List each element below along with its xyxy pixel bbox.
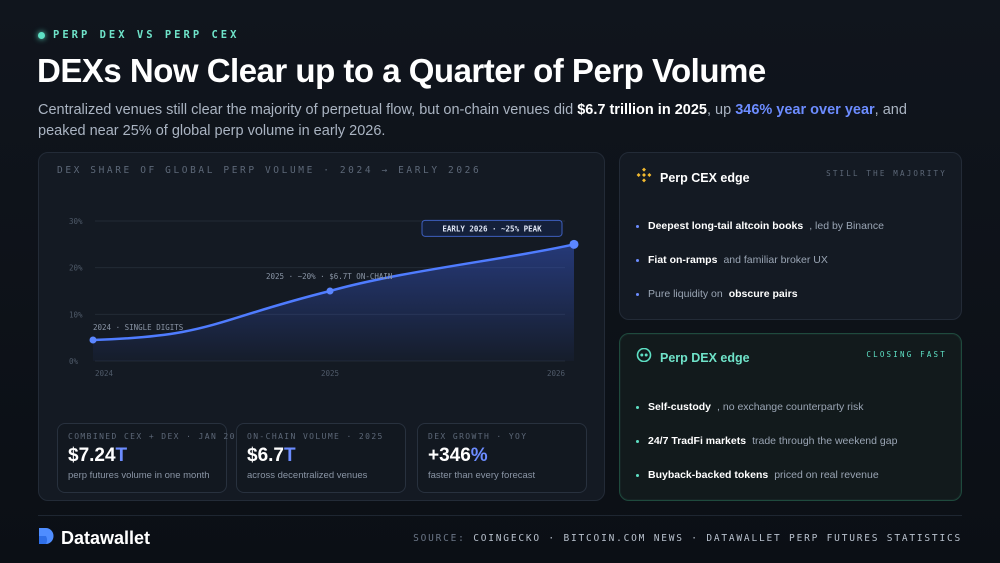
datawallet-logo-icon (38, 527, 54, 550)
page-subtitle: Centralized venues still clear the major… (38, 100, 918, 142)
stat-label: DEX GROWTH · YOY (428, 432, 528, 441)
stat-label: ON-CHAIN VOLUME · 2025 (247, 432, 384, 441)
eyebrow-dot-icon (38, 31, 45, 39)
bullet-list: Self-custody , no exchange counterparty … (636, 390, 956, 492)
subtitle-part-e: , and peaked near 25% of global perp vol… (38, 102, 907, 139)
peak-callout-label: EARLY 2026 · ~25% PEAK (442, 224, 542, 233)
stat-value: $6.7T (247, 445, 296, 466)
stat-caption: faster than every forecast (428, 470, 536, 481)
page-title: DEXs Now Clear up to a Quarter of Perp V… (37, 52, 766, 89)
y-tick-label: 0% (69, 357, 79, 366)
dex-edge-card: Perp DEX edge CLOSING FAST Self-custody … (619, 333, 962, 501)
list-item: Deepest long-tail altcoin books , led by… (636, 209, 956, 243)
subtitle-part-a: Centralized venues still clear the major… (38, 102, 578, 118)
binance-icon (636, 167, 652, 188)
data-point (89, 336, 97, 344)
stat-card-combined: COMBINED CEX + DEX · JAN 2026 $7.24T per… (57, 423, 249, 493)
bullet-dot-icon (636, 439, 639, 443)
subtitle-highlight-growth: 346% year over year (735, 102, 875, 118)
card-tag: CLOSING FAST (866, 350, 947, 359)
list-item: Buyback-backed tokens priced on real rev… (636, 458, 956, 492)
stat-caption: perp futures volume in one month (68, 470, 210, 481)
data-point (569, 239, 579, 249)
subtitle-part-c: , up (706, 102, 736, 118)
y-tick-label: 10% (69, 310, 83, 319)
list-item: Pure liquidity on obscure pairs (636, 277, 956, 311)
chart-title: DEX SHARE OF GLOBAL PERP VOLUME · 2024 →… (57, 165, 482, 176)
chart-area-fill (93, 244, 574, 361)
eyebrow: PERP DEX VS PERP CEX (38, 29, 239, 41)
stat-card-growth: DEX GROWTH · YOY +346% faster than every… (417, 423, 587, 493)
card-title: Perp CEX edge (660, 170, 750, 185)
list-item: 24/7 TradFi markets trade through the we… (636, 424, 956, 458)
peak-callout-box (421, 219, 563, 237)
bullet-dot-icon (636, 405, 639, 409)
card-tag: STILL THE MAJORITY (826, 169, 947, 178)
stat-value: $7.24T (68, 445, 128, 466)
card-title: Perp DEX edge (660, 350, 750, 365)
x-tick-label: 2026 (547, 369, 566, 378)
brand-name: Datawallet (61, 528, 151, 548)
footer-divider (38, 515, 962, 516)
x-tick-label: 2025 (321, 369, 339, 378)
bullet-dot-icon (636, 473, 639, 477)
list-item: Fiat on-ramps and familiar broker UX (636, 243, 956, 277)
y-tick-label: 20% (69, 264, 83, 273)
share-chart: 0% 10% 20% 30% 2024 2025 2026 2024 · SINGLE DI… (69, 217, 579, 378)
bullet-list: Deepest long-tail altcoin books , led by… (636, 209, 956, 311)
list-item: Self-custody , no exchange counterparty … (636, 390, 956, 424)
data-label: 2024 · SINGLE DIGITS (93, 323, 184, 332)
stat-value: +346% (428, 445, 488, 466)
stat-label: COMBINED CEX + DEX · JAN 2026 (68, 432, 249, 441)
bullet-dot-icon (636, 258, 639, 262)
card-header: Perp CEX edge (636, 167, 750, 188)
bullet-dot-icon (636, 224, 639, 228)
y-tick-label: 30% (69, 217, 83, 226)
cex-edge-card: Perp CEX edge STILL THE MAJORITY Deepest… (619, 152, 962, 320)
bullet-dot-icon (636, 292, 639, 296)
card-header: Perp DEX edge (636, 347, 750, 367)
subtitle-highlight-volume: $6.7 trillion in 2025 (577, 102, 707, 118)
x-tick-label: 2024 (95, 369, 114, 378)
chart-card: DEX SHARE OF GLOBAL PERP VOLUME · 2024 →… (38, 152, 605, 501)
source-credits: SOURCE: COINGECKO · BITCOIN.COM NEWS · D… (413, 533, 962, 544)
data-label: 2025 · ~20% · $6.7T ON-CHAIN (266, 272, 392, 281)
eyebrow-text: PERP DEX VS PERP CEX (53, 29, 240, 41)
stat-caption: across decentralized venues (247, 470, 368, 481)
data-point (326, 287, 334, 295)
stat-card-onchain: ON-CHAIN VOLUME · 2025 $6.7T across dece… (236, 423, 406, 493)
brand: Datawallet (38, 527, 150, 550)
dex-logo-icon (636, 347, 652, 367)
